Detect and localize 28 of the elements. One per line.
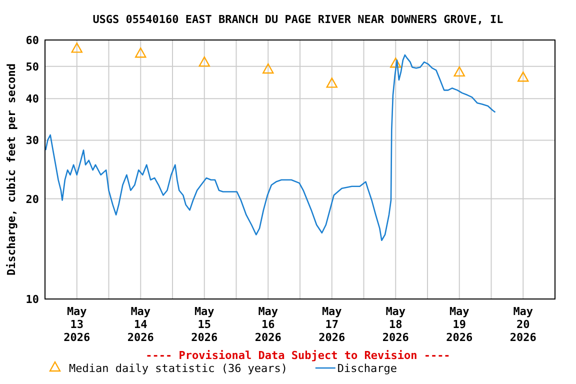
x-tick-label: May 14 2026 (127, 305, 154, 344)
x-tick-label: May 13 2026 (64, 305, 90, 344)
x-tick-label: May 17 2026 (318, 305, 346, 344)
y-tick-label: 40 (26, 92, 39, 106)
y-tick-label: 60 (26, 34, 39, 47)
point (135, 48, 146, 58)
legend-label: Discharge (337, 362, 398, 375)
x-tick-label: May 20 2026 (510, 305, 537, 344)
point (390, 58, 402, 68)
x-tick-label: May 18 2026 (382, 305, 410, 344)
x-tick-label: May 16 2026 (254, 305, 282, 344)
legend-label: Median daily statistic (36 years) (69, 362, 288, 375)
y-tick-label: 50 (26, 60, 39, 74)
text: ---- Provisional Data Subject to Revision ---- (146, 349, 450, 362)
point (198, 56, 210, 67)
point (262, 63, 274, 74)
x-tick-label: May 19 2026 (446, 305, 473, 344)
point (326, 78, 338, 88)
y-tick-label: 10 (26, 293, 39, 306)
chart-title: USGS 05540160 EAST BRANCH DU PAGE RIVER NEAR DOWNERS GROVE, IL (92, 13, 504, 26)
y-tick-label: 30 (26, 134, 39, 148)
x-tick-label: May 15 2026 (191, 305, 218, 344)
y-tick-label: 20 (26, 192, 39, 206)
line-series (45, 54, 496, 242)
y-axis-title: Discharge, cubic feet per second (5, 64, 18, 276)
point (518, 72, 529, 82)
point (454, 66, 465, 77)
point (71, 42, 82, 53)
